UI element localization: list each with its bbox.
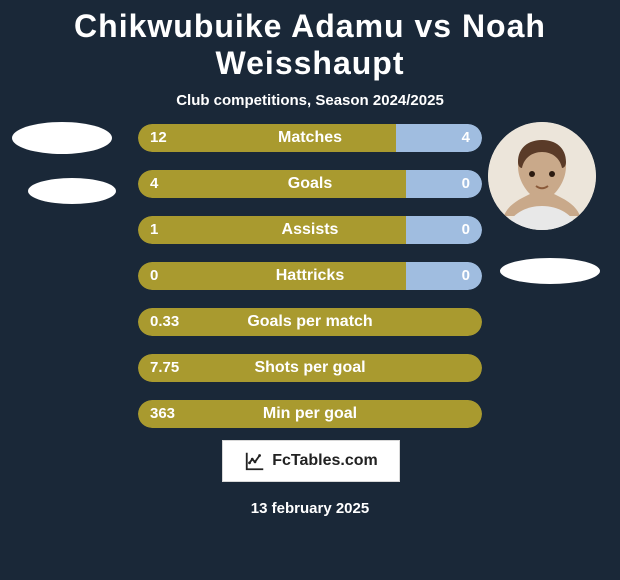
player-right-avatar [488, 122, 596, 230]
stat-label: Hattricks [138, 262, 482, 290]
stats-bars: 124Matches 40Goals 10Assists 00Hattricks 0.3… [138, 124, 482, 446]
stat-label: Shots per goal [138, 354, 482, 382]
date-label: 13 february 2025 [0, 500, 620, 517]
stat-row: 124Matches [138, 124, 482, 152]
placeholder-ellipse-3 [500, 258, 600, 284]
subtitle: Club competitions, Season 2024/2025 [0, 92, 620, 109]
stat-row: 363Min per goal [138, 400, 482, 428]
placeholder-ellipse-2 [28, 178, 116, 204]
stat-row: 10Assists [138, 216, 482, 244]
page-title: Chikwubuike Adamu vs Noah Weisshaupt [0, 0, 620, 82]
placeholder-ellipse-1 [12, 122, 112, 154]
stat-row: 7.75Shots per goal [138, 354, 482, 382]
stat-row: 0.33Goals per match [138, 308, 482, 336]
stat-label: Min per goal [138, 400, 482, 428]
stat-label: Goals [138, 170, 482, 198]
logo-text: FcTables.com [272, 452, 378, 470]
fctables-logo: FcTables.com [222, 440, 400, 482]
stat-label: Matches [138, 124, 482, 152]
stat-row: 00Hattricks [138, 262, 482, 290]
chart-icon [244, 450, 266, 472]
stat-label: Goals per match [138, 308, 482, 336]
stat-row: 40Goals [138, 170, 482, 198]
stat-label: Assists [138, 216, 482, 244]
